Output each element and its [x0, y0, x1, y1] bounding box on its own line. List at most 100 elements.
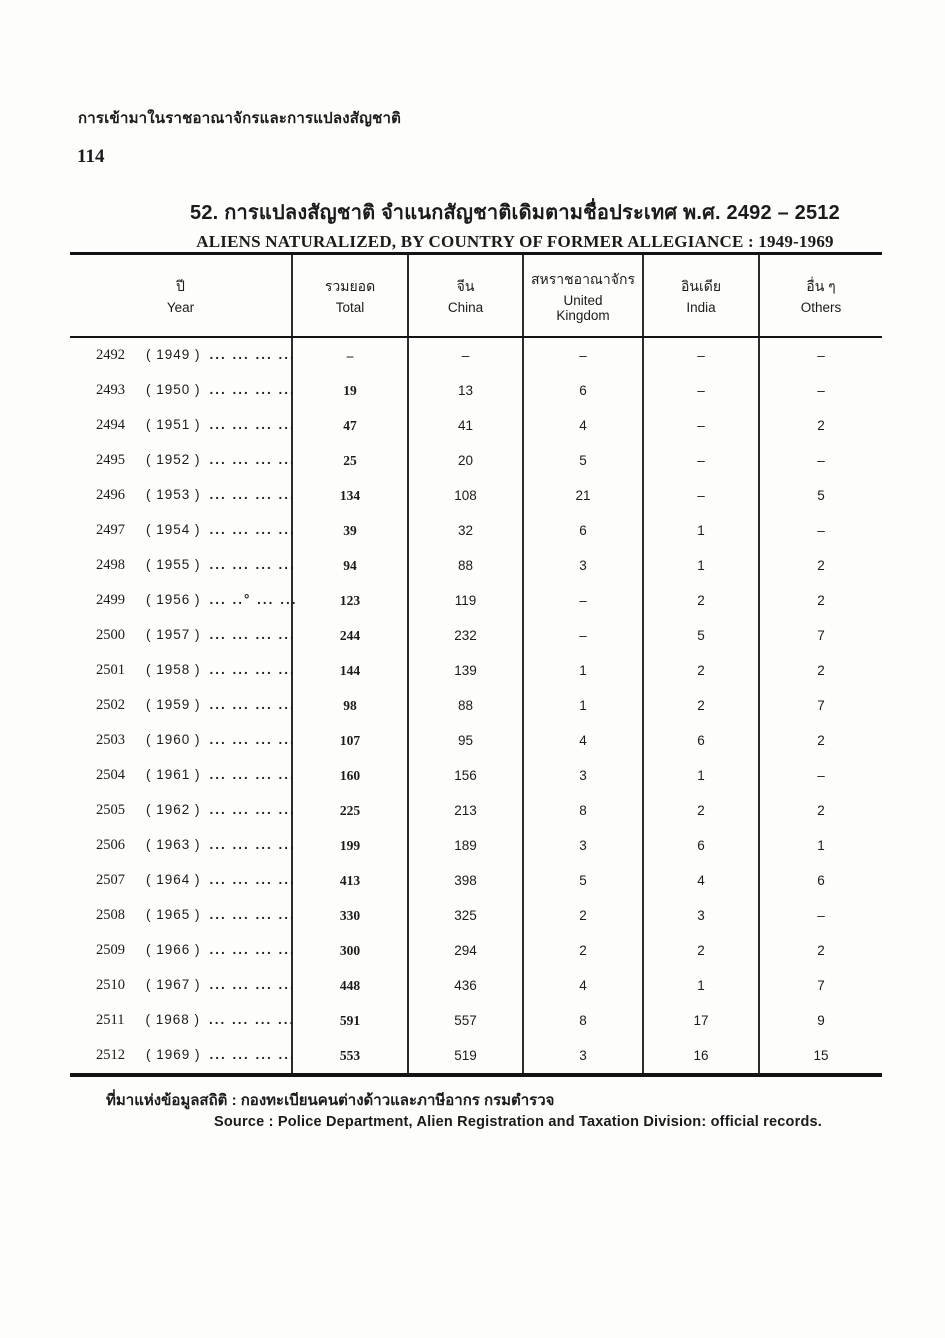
- united-kingdom-value: 3: [522, 1038, 643, 1075]
- others-value: 7: [758, 618, 882, 653]
- china-value: 139: [407, 653, 523, 688]
- united-kingdom-value: 8: [522, 793, 643, 828]
- india-value: 16: [642, 1038, 759, 1075]
- india-value: 6: [642, 723, 759, 758]
- column-header-china-english: China: [447, 300, 484, 315]
- india-value: 2: [642, 688, 759, 723]
- united-kingdom-value: 4: [522, 968, 643, 1003]
- year-cell: 2506 ( 1963 ) ... ... ... ...: [70, 828, 294, 863]
- year-christian-era: ( 1949 ): [146, 347, 201, 362]
- total-value: 413: [291, 863, 408, 898]
- dot-leader: ... ... ... ...: [209, 1012, 296, 1027]
- year-christian-era: ( 1964 ): [146, 872, 201, 887]
- year-buddhist-era: 2498: [96, 557, 125, 573]
- total-value: 244: [291, 618, 408, 653]
- year-christian-era: ( 1958 ): [146, 662, 201, 677]
- others-value: –: [758, 337, 882, 373]
- india-value: 5: [642, 618, 759, 653]
- dot-leader: ... ... ... ...: [209, 977, 296, 992]
- table-row: 2503 ( 1960 ) ... ... ... ... 107 95 4 6 2: [70, 723, 882, 758]
- column-header-united-kingdom: สหราชอาณาจักร United Kingdom: [522, 253, 643, 338]
- china-value: 519: [407, 1038, 523, 1075]
- year-buddhist-era: 2495: [96, 452, 125, 468]
- dot-leader: ... ... ... ...: [209, 452, 296, 467]
- china-value: 232: [407, 618, 523, 653]
- total-value: 300: [291, 933, 408, 968]
- india-value: –: [642, 337, 759, 373]
- total-value: 25: [291, 443, 408, 478]
- column-header-india: อินเดีย India: [642, 253, 759, 338]
- china-value: 88: [407, 688, 523, 723]
- table-row: 2502 ( 1959 ) ... ... ... ... 98 88 1 2 7: [70, 688, 882, 723]
- others-value: 9: [758, 1003, 882, 1038]
- table-row: 2493( 1950 )... ... ... ... 19 13 6– –: [70, 373, 882, 408]
- year-cell: 2493 ( 1950 ) ... ... ... ...: [70, 373, 294, 408]
- running-head: การเข้ามาในราชอาณาจักรและการแปลงสัญชาติ: [78, 110, 402, 127]
- dot-leader: ... ... ... ...: [209, 767, 296, 782]
- year-cell: 2502 ( 1959 ) ... ... ... ...: [70, 688, 294, 723]
- total-value: 225: [291, 793, 408, 828]
- year-cell: 2500 ( 1957 ) ... ... ... ...: [70, 618, 294, 653]
- china-value: 189: [407, 828, 523, 863]
- table-header: ปี Year รวมยอด Total จีน China สหราชอาณา…: [70, 253, 882, 338]
- column-header-total-thai: รวมยอด: [324, 278, 376, 294]
- year-christian-era: ( 1953 ): [146, 487, 201, 502]
- others-value: –: [758, 758, 882, 793]
- table-row: 2507 ( 1964 ) ... ... ... ... 413 398 5 4 6: [70, 863, 882, 898]
- year-buddhist-era: 2496: [96, 487, 125, 503]
- column-header-year-english: Year: [166, 300, 195, 315]
- india-value: –: [642, 408, 759, 443]
- others-value: 7: [758, 688, 882, 723]
- dot-leader: ... ... ... ...: [209, 942, 296, 957]
- table-row: 2508 ( 1965 ) ... ... ... ... 330 325 2 3–: [70, 898, 882, 933]
- year-buddhist-era: 2508: [96, 907, 125, 923]
- india-value: 3: [642, 898, 759, 933]
- year-cell: 2509 ( 1966 ) ... ... ... ...: [70, 933, 294, 968]
- year-buddhist-era: 2507: [96, 872, 125, 888]
- year-cell: 2510 ( 1967 ) ... ... ... ...: [70, 968, 294, 1003]
- total-value: 591: [291, 1003, 408, 1038]
- india-value: 17: [642, 1003, 759, 1038]
- others-value: 2: [758, 723, 882, 758]
- year-cell: 2492 ( 1949 ) ... ... ... ...: [70, 337, 294, 373]
- others-value: –: [758, 443, 882, 478]
- united-kingdom-value: 2: [522, 933, 643, 968]
- naturalization-table: ปี Year รวมยอด Total จีน China สหราชอาณา…: [70, 252, 882, 1077]
- year-cell: 2499 ( 1956 ) ... ..° ... ...: [70, 583, 295, 618]
- united-kingdom-value: 3: [522, 548, 643, 583]
- others-value: 7: [758, 968, 882, 1003]
- year-buddhist-era: 2499: [96, 592, 125, 608]
- united-kingdom-value: 2: [522, 898, 643, 933]
- table-title-block: 52. การแปลงสัญชาติ จำแนกสัญชาติเดิมตามชื…: [85, 196, 945, 252]
- year-buddhist-era: 2500: [96, 627, 125, 643]
- table-title-english: ALIENS NATURALIZED, BY COUNTRY OF FORMER…: [196, 232, 834, 251]
- total-value: 47: [291, 408, 408, 443]
- india-value: 1: [642, 548, 759, 583]
- dot-leader: ... ... ... ...: [209, 1047, 296, 1062]
- china-value: 436: [407, 968, 523, 1003]
- year-cell: 2512 ( 1969 ) ... ... ... ...: [70, 1038, 294, 1075]
- year-buddhist-era: 2505: [96, 802, 125, 818]
- year-buddhist-era: 2501: [96, 662, 125, 678]
- total-value: 98: [291, 688, 408, 723]
- others-value: 15: [758, 1038, 882, 1075]
- india-value: 2: [642, 653, 759, 688]
- dot-leader: ... ... ... ...: [209, 802, 296, 817]
- united-kingdom-value: 6: [522, 513, 643, 548]
- table-row: 2505( 1962 )... ... ... ... 225 213 8 2 2: [70, 793, 882, 828]
- india-value: 1: [642, 758, 759, 793]
- total-value: 39: [291, 513, 408, 548]
- dot-leader: ... ... ... ...: [209, 872, 296, 887]
- china-value: 156: [407, 758, 523, 793]
- page-number: 114: [77, 146, 105, 167]
- united-kingdom-value: –: [522, 618, 643, 653]
- india-value: –: [642, 478, 759, 513]
- others-value: –: [758, 513, 882, 548]
- column-header-others: อื่น ๆ Others: [758, 253, 882, 338]
- india-value: 1: [642, 513, 759, 548]
- year-buddhist-era: 2511: [96, 1012, 125, 1028]
- china-value: 325: [407, 898, 523, 933]
- table-row: 2494 ( 1951 ) ... ... ... ... 47 41 4–2: [70, 408, 882, 443]
- year-buddhist-era: 2493: [96, 382, 125, 398]
- china-value: 13: [407, 373, 523, 408]
